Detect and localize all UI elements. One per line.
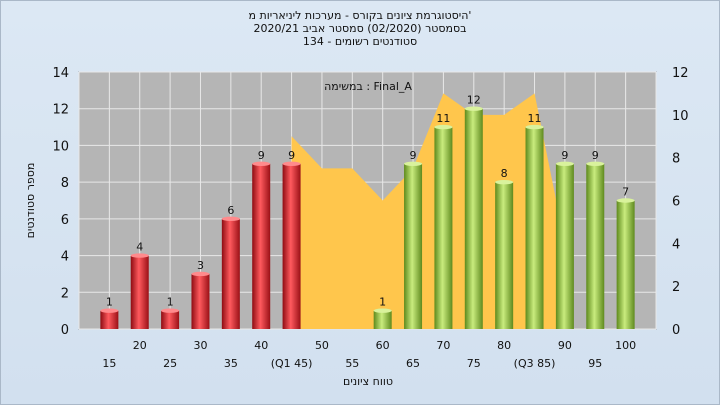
data-label: 4 [136,241,143,254]
bar-top [586,161,605,166]
bar [616,200,635,329]
bar [434,127,453,329]
chart-title-line-3: סטודנטים רשומים - 134 [302,35,418,48]
bar [252,163,271,329]
bar-top [282,161,301,166]
x-tick-label: 55 [345,357,359,370]
bar [161,310,180,329]
chart-title-line-1: היסטוגרמת ציונים בקורס - מערכות ליניאריו… [248,9,472,22]
bar [100,310,119,329]
bar [191,273,210,329]
x-tick-label: 35 [224,357,238,370]
x-tick-label: 15 [102,357,116,370]
y2-tick-label: 6 [672,195,680,210]
x-axis-title: טווח ציונים [343,375,393,388]
y-tick-label: 0 [61,323,69,338]
x-tick-label: 90 [558,339,572,352]
y-tick-label: 6 [61,213,69,228]
data-label: 9 [288,149,295,162]
bar [130,255,149,329]
data-label: 11 [528,112,542,125]
data-label: 6 [227,204,234,217]
chart-annotation: במשימה : Final_A [324,80,412,93]
y-axis-title: מספר סטודנטים [24,163,37,239]
bar [495,182,514,329]
x-tick-label: 100 [615,339,636,352]
x-tick-label: 75 [467,357,481,370]
y-tick-label: 10 [52,139,69,154]
x-tick-label: 95 [588,357,602,370]
bar-top [525,124,544,130]
y2-tick-label: 12 [672,66,689,81]
x-tick-label: 25 [163,357,177,370]
chart-title-block: היסטוגרמת ציונים בקורס - מערכות ליניאריו… [0,9,720,48]
data-label: 9 [561,149,568,162]
bar [525,127,544,329]
data-label: 9 [592,149,599,162]
bar-top [221,216,240,222]
bar-top [616,198,635,203]
data-label: 9 [410,149,417,162]
y2-tick-label: 4 [672,237,680,252]
y2-tick-label: 10 [672,109,689,124]
data-label: 1 [106,296,113,309]
bar [373,310,392,329]
y2-tick-label: 2 [672,280,680,295]
y-tick-label: 2 [61,286,69,301]
y2-tick-label: 0 [672,323,680,338]
data-label: 1 [379,296,386,309]
bar-top [555,161,574,166]
chart-title-line-2: בסמסטר (02/2020) סמסטר אביב 2020/21 [253,22,467,35]
bar [221,218,240,329]
data-label: 1 [167,296,174,309]
data-label: 3 [197,259,204,272]
bar-top [434,124,453,130]
data-label: 9 [258,149,265,162]
x-tick-label: 80 [497,339,511,352]
x-tick-label: 70 [436,339,450,352]
x-tick-label: 60 [376,339,390,352]
y-tick-label: 14 [52,66,69,81]
bar-top [191,271,210,277]
x-tick-label: 50 [315,339,329,352]
bar [464,108,483,329]
y2-tick-label: 8 [672,152,680,167]
bar [282,163,301,329]
y-tick-label: 8 [61,176,69,191]
x-tick-label: 30 [193,339,207,352]
y-tick-label: 12 [52,103,69,118]
bar [404,163,423,329]
bar-top [130,253,149,258]
bar-top [100,308,119,313]
bar-top [464,106,483,111]
x-tick-label: 20 [133,339,147,352]
y-tick-label: 4 [61,250,69,265]
bar-top [495,179,514,185]
bar [555,163,574,329]
bar-top [404,161,423,166]
bar-top [161,308,180,313]
bar-top [252,161,271,166]
data-label: 8 [501,167,508,180]
bar-top [373,308,392,313]
x-tick-label: 65 [406,357,420,370]
data-label: 7 [622,186,629,199]
bar [586,163,605,329]
x-tick-label: (Q3 85) [514,357,556,370]
x-tick-label: 40 [254,339,268,352]
data-label: 11 [436,112,450,125]
x-tick-label: (Q1 45) [271,357,313,370]
data-label: 12 [467,94,481,107]
